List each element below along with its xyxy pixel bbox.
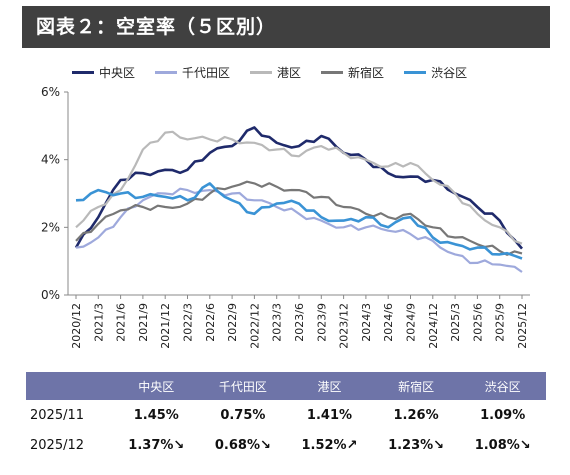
table-cell: 1.08%↘ bbox=[474, 437, 531, 453]
y-tick-label: 0% bbox=[41, 288, 60, 302]
legend-swatch bbox=[155, 71, 178, 74]
table-cell: 1.37%↘ bbox=[128, 437, 185, 453]
x-tick-label: 2024/3 bbox=[360, 303, 373, 342]
x-tick-label: 2025/3 bbox=[449, 303, 462, 342]
x-tick-label: 2023/12 bbox=[338, 303, 351, 349]
table-header-row: 中央区 千代田区 港区 新宿区 渋谷区 bbox=[26, 372, 546, 400]
table-header-cell: 渋谷区 bbox=[459, 372, 546, 400]
x-tick-label: 2022/6 bbox=[204, 303, 217, 342]
series-line bbox=[74, 126, 523, 250]
x-tick-label: 2022/12 bbox=[248, 303, 261, 349]
legend-label: 新宿区 bbox=[348, 66, 385, 80]
legend-label: 中央区 bbox=[99, 66, 136, 80]
x-tick-label: 2025/9 bbox=[494, 303, 507, 342]
legend-item: 中央区 bbox=[72, 64, 135, 81]
table-header-cell: 新宿区 bbox=[372, 372, 460, 400]
line-chart: 0% 2% 4% 6% 2020/12 2021/3 2021/6 2021/9 2021/12… bbox=[41, 85, 530, 349]
table-header-cell: 千代田区 bbox=[199, 372, 287, 400]
table-cell: 1.23%↘ bbox=[388, 437, 445, 453]
legend-item: 渋谷区 bbox=[404, 64, 467, 81]
series-line bbox=[75, 180, 523, 256]
x-tick-label: 2025/6 bbox=[471, 303, 484, 342]
x-tick-label: 2022/9 bbox=[226, 303, 239, 342]
chart-title: 図表２：空室率（５区別） bbox=[36, 16, 277, 38]
row-date: 2025/12 bbox=[30, 437, 85, 453]
series-line bbox=[75, 130, 523, 245]
x-tick-label: 2020/12 bbox=[70, 303, 83, 349]
chart-legend: 中央区 千代田区 港区 新宿区 渋谷区 bbox=[72, 64, 467, 81]
legend-swatch bbox=[321, 71, 344, 74]
table-cell: 1.09% bbox=[480, 407, 526, 423]
x-tick-label: 2022/3 bbox=[182, 303, 195, 342]
legend-label: 千代田区 bbox=[182, 66, 231, 80]
y-tick-label: 4% bbox=[41, 153, 60, 167]
table-header-cell bbox=[26, 372, 113, 400]
legend-swatch bbox=[72, 71, 94, 74]
x-tick-label: 2024/6 bbox=[382, 303, 395, 342]
legend-item: 新宿区 bbox=[321, 64, 384, 81]
x-tick-label: 2023/9 bbox=[315, 303, 328, 342]
x-tick-label: 2021/6 bbox=[115, 303, 128, 342]
vacancy-rate-table: 中央区 千代田区 港区 新宿区 渋谷区 2025/11 1.45% 0.75% … bbox=[26, 372, 546, 460]
y-tick-label: 2% bbox=[41, 220, 60, 234]
x-tick-label: 2025/12 bbox=[516, 303, 529, 349]
table-cell: 1.41% bbox=[306, 407, 353, 423]
x-tick-label: 2023/6 bbox=[293, 303, 306, 342]
row-date: 2025/11 bbox=[30, 407, 85, 423]
series-line bbox=[75, 182, 523, 260]
table-row: 2025/11 1.45% 0.75% 1.41% 1.26% 1.09% bbox=[26, 400, 546, 430]
x-tick-label: 2021/3 bbox=[92, 303, 105, 342]
table-cell: 0.75% bbox=[220, 407, 266, 423]
legend-label: 港区 bbox=[277, 66, 302, 80]
table-header-cell: 港区 bbox=[286, 372, 373, 400]
x-tick-label: 2021/9 bbox=[137, 303, 150, 342]
x-tick-label: 2024/9 bbox=[405, 303, 418, 342]
legend-item: 千代田区 bbox=[155, 64, 230, 81]
series-line bbox=[75, 187, 523, 273]
x-tick-label: 2021/12 bbox=[159, 303, 172, 349]
table-cell: 0.68%↘ bbox=[214, 437, 271, 453]
x-tick-label: 2023/3 bbox=[271, 303, 284, 342]
x-tick-label: 2024/12 bbox=[427, 303, 440, 349]
y-tick-label: 6% bbox=[41, 85, 60, 99]
legend-swatch bbox=[404, 71, 427, 74]
table-cell: 1.26% bbox=[393, 407, 439, 423]
table-header-cell: 中央区 bbox=[113, 372, 200, 400]
legend-item: 港区 bbox=[250, 64, 301, 81]
table-cell: 1.52%↗ bbox=[301, 437, 358, 453]
table-cell: 1.45% bbox=[133, 407, 179, 423]
chart-title-bar: 図表２：空室率（５区別） bbox=[22, 6, 550, 48]
legend-swatch bbox=[250, 71, 273, 74]
legend-label: 渋谷区 bbox=[431, 66, 468, 80]
table-row: 2025/12 1.37%↘ 0.68%↘ 1.52%↗ 1.23%↘ 1.08… bbox=[26, 430, 546, 460]
